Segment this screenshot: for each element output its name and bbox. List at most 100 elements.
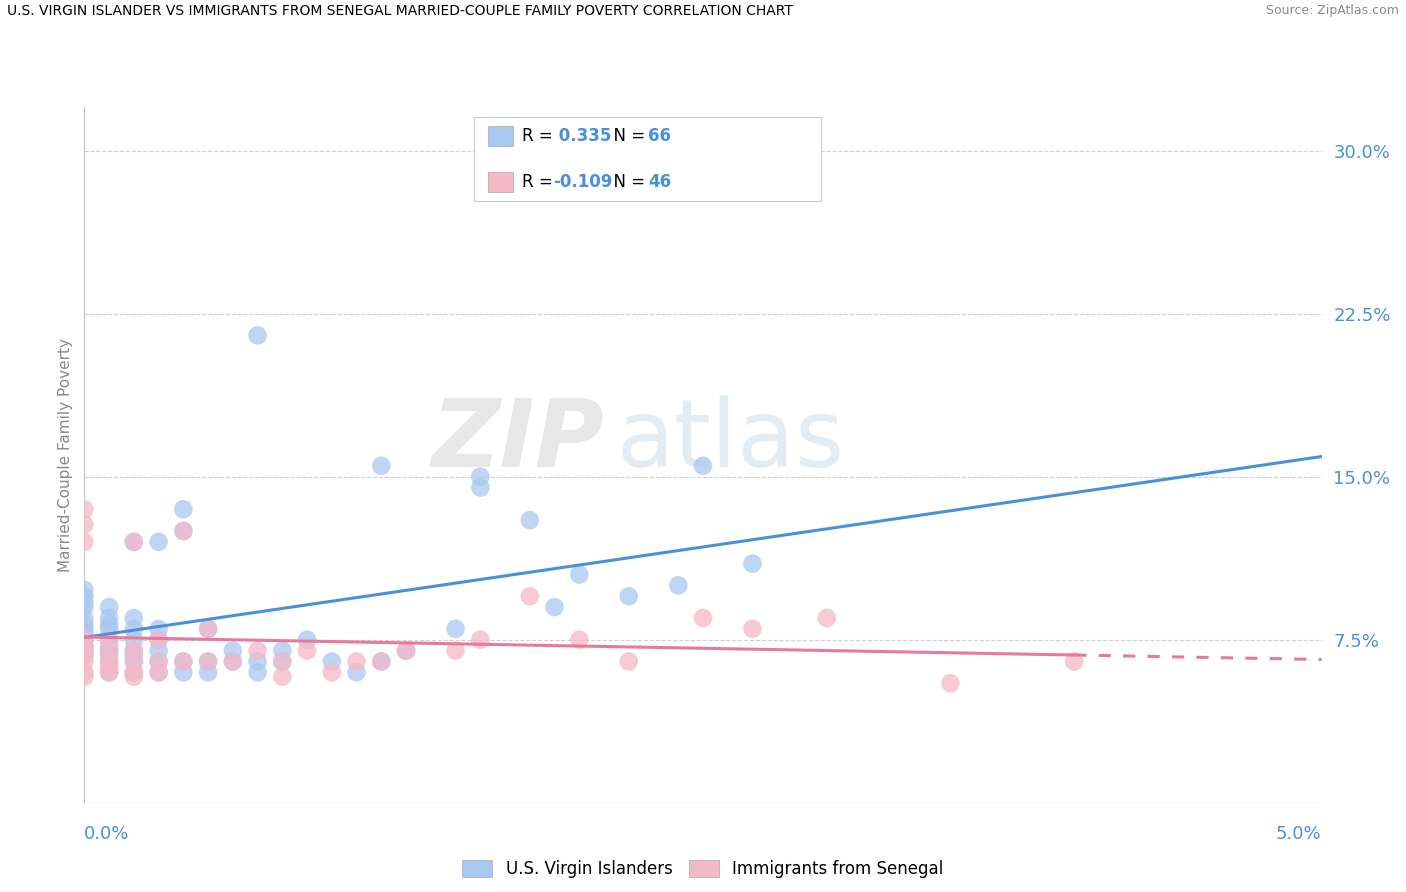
Point	[73, 582, 96, 597]
Point	[568, 632, 591, 647]
Point	[122, 643, 145, 657]
Point	[815, 611, 838, 625]
Point	[246, 643, 269, 657]
Text: 66: 66	[648, 128, 672, 145]
Point	[98, 643, 121, 657]
Point	[122, 632, 145, 647]
Point	[172, 524, 194, 538]
Point	[370, 458, 392, 473]
Point	[98, 648, 121, 662]
Point	[98, 655, 121, 669]
Point	[222, 655, 245, 669]
Point	[470, 481, 492, 495]
Point	[122, 670, 145, 684]
Point	[73, 643, 96, 657]
Point	[148, 632, 170, 647]
Point	[197, 622, 219, 636]
Text: ZIP: ZIP	[432, 395, 605, 487]
Point	[122, 655, 145, 669]
Text: -0.109: -0.109	[553, 173, 612, 191]
Point	[148, 655, 170, 669]
Point	[666, 578, 689, 592]
Point	[98, 665, 121, 680]
Point	[395, 643, 418, 657]
Point	[122, 648, 145, 662]
Text: atlas: atlas	[616, 395, 845, 487]
Point	[73, 670, 96, 684]
Legend: U.S. Virgin Islanders, Immigrants from Senegal: U.S. Virgin Islanders, Immigrants from S…	[456, 854, 950, 885]
Point	[98, 639, 121, 653]
Point	[122, 665, 145, 680]
Point	[148, 632, 170, 647]
Point	[73, 626, 96, 640]
Point	[271, 655, 294, 669]
Point	[197, 655, 219, 669]
Point	[617, 589, 640, 603]
Point	[73, 589, 96, 603]
Text: 46: 46	[648, 173, 672, 191]
Point	[321, 665, 343, 680]
Point	[222, 643, 245, 657]
Point	[73, 611, 96, 625]
Point	[692, 458, 714, 473]
Point	[295, 643, 318, 657]
Point	[73, 665, 96, 680]
Point	[470, 469, 492, 483]
Point	[741, 557, 763, 571]
Point	[271, 643, 294, 657]
Point	[148, 643, 170, 657]
Point	[222, 655, 245, 669]
Point	[271, 655, 294, 669]
Point	[370, 655, 392, 669]
Point	[98, 600, 121, 615]
Point	[172, 502, 194, 516]
Point	[197, 665, 219, 680]
Point	[172, 655, 194, 669]
Point	[73, 535, 96, 549]
Text: U.S. VIRGIN ISLANDER VS IMMIGRANTS FROM SENEGAL MARRIED-COUPLE FAMILY POVERTY CO: U.S. VIRGIN ISLANDER VS IMMIGRANTS FROM …	[7, 4, 793, 19]
Point	[321, 655, 343, 669]
Point	[148, 655, 170, 669]
Point	[73, 632, 96, 647]
Point	[172, 655, 194, 669]
Text: N =: N =	[603, 173, 651, 191]
Point	[271, 670, 294, 684]
Text: R =: R =	[522, 173, 558, 191]
Point	[98, 655, 121, 669]
Point	[98, 632, 121, 647]
Point	[395, 643, 418, 657]
Point	[73, 617, 96, 632]
Y-axis label: Married-Couple Family Poverty: Married-Couple Family Poverty	[58, 338, 73, 572]
Point	[543, 600, 565, 615]
Point	[1063, 655, 1085, 669]
Point	[741, 622, 763, 636]
Point	[122, 611, 145, 625]
Point	[122, 643, 145, 657]
Point	[172, 665, 194, 680]
Text: N =: N =	[603, 128, 651, 145]
Point	[73, 502, 96, 516]
Point	[246, 328, 269, 343]
Point	[73, 632, 96, 647]
Point	[98, 643, 121, 657]
Point	[122, 665, 145, 680]
Point	[370, 655, 392, 669]
Point	[98, 617, 121, 632]
Point	[73, 648, 96, 662]
Point	[122, 655, 145, 669]
Point	[122, 535, 145, 549]
Point	[939, 676, 962, 690]
Point	[73, 655, 96, 669]
Point	[444, 643, 467, 657]
Point	[692, 611, 714, 625]
Text: Source: ZipAtlas.com: Source: ZipAtlas.com	[1265, 4, 1399, 18]
Point	[470, 632, 492, 647]
Point	[197, 622, 219, 636]
Text: 5.0%: 5.0%	[1277, 825, 1322, 843]
Point	[98, 632, 121, 647]
Point	[172, 524, 194, 538]
Point	[122, 622, 145, 636]
Point	[73, 517, 96, 532]
Point	[98, 661, 121, 675]
Point	[148, 622, 170, 636]
